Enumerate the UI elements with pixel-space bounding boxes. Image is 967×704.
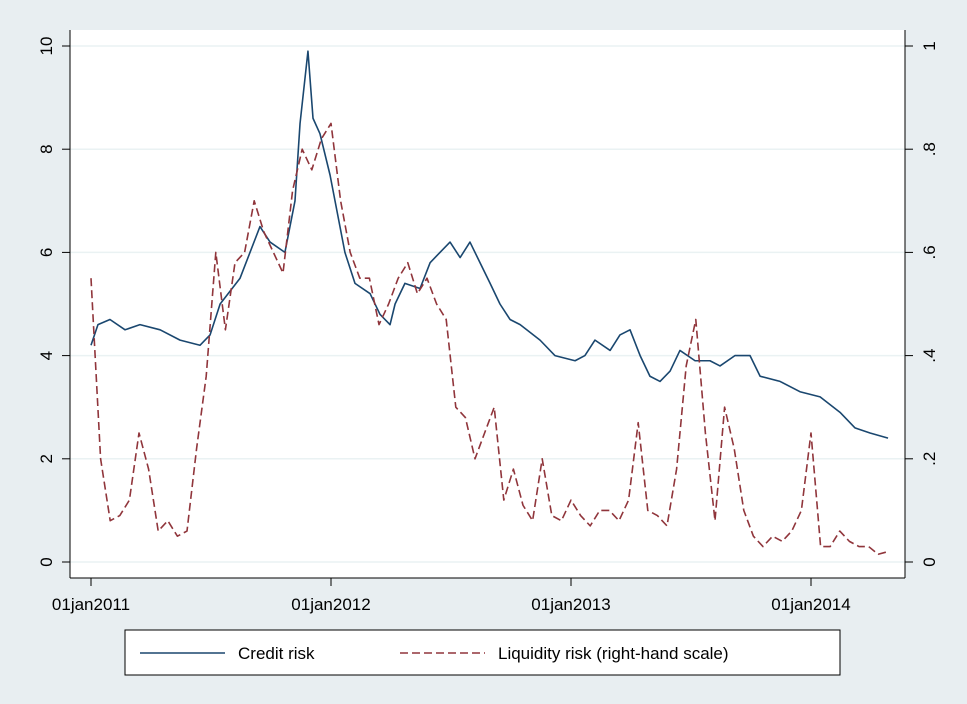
y-tick-label: 6	[37, 248, 56, 257]
x-tick-label: 01jan2012	[291, 595, 370, 614]
y2-tick-label: .2	[920, 452, 939, 466]
x-tick-label: 01jan2013	[531, 595, 610, 614]
y2-tick-label: 1	[920, 41, 939, 50]
y-tick-label: 4	[37, 351, 56, 360]
x-tick-label: 01jan2011	[52, 595, 130, 614]
x-tick-label: 01jan2014	[771, 595, 850, 614]
legend-label: Liquidity risk (right-hand scale)	[498, 644, 729, 663]
y2-tick-label: 0	[920, 557, 939, 566]
y-tick-label: 0	[37, 557, 56, 566]
y-tick-label: 10	[37, 37, 56, 56]
y2-tick-label: .4	[920, 349, 939, 363]
y-tick-label: 2	[37, 454, 56, 463]
y-tick-label: 8	[37, 144, 56, 153]
y2-tick-label: .8	[920, 142, 939, 156]
series-line	[90, 50, 889, 439]
legend-label: Credit risk	[238, 644, 315, 663]
series-line	[90, 122, 888, 556]
legend-box	[124, 629, 841, 676]
plot-region	[70, 30, 905, 578]
y2-tick-label: .6	[920, 245, 939, 259]
